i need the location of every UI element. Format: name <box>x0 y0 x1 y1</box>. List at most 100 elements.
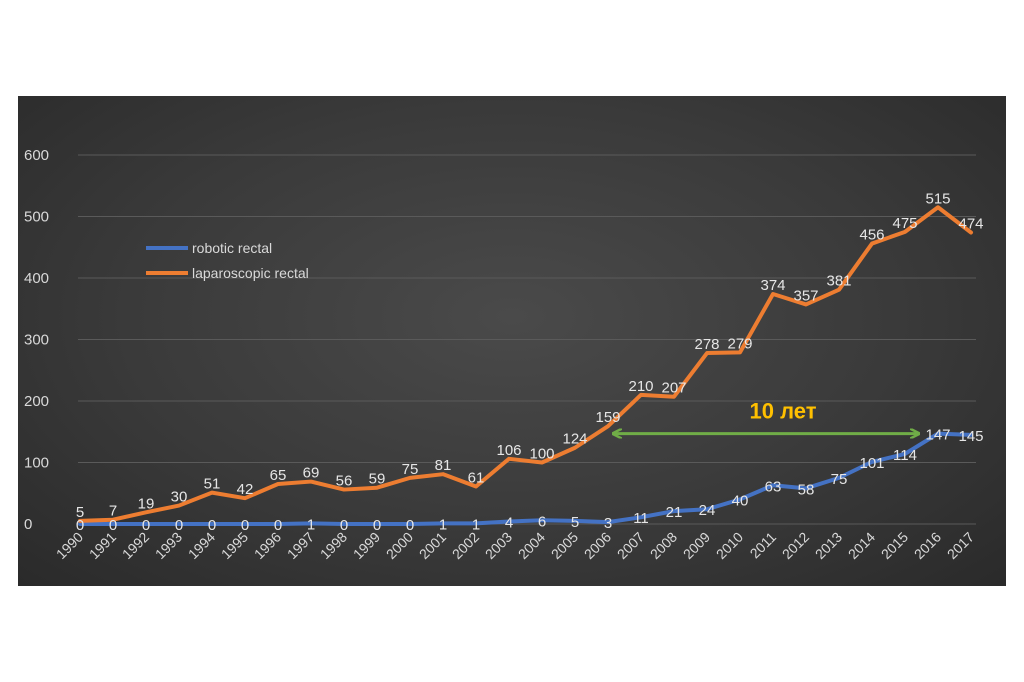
data-label: 210 <box>628 378 653 395</box>
data-point <box>210 522 214 526</box>
data-point <box>342 488 346 492</box>
data-point <box>639 393 643 397</box>
data-point <box>111 522 115 526</box>
legend-label: robotic rectal <box>192 240 272 256</box>
data-point <box>441 472 445 476</box>
data-label: 0 <box>76 517 84 534</box>
data-point <box>969 433 973 437</box>
data-label: 7 <box>109 503 117 520</box>
data-point <box>474 484 478 488</box>
data-label: 5 <box>571 514 579 531</box>
data-point <box>177 522 181 526</box>
x-tick-label: 2003 <box>482 529 515 562</box>
data-label: 0 <box>175 517 183 534</box>
data-label: 475 <box>892 215 917 232</box>
y-tick-label: 500 <box>24 209 49 226</box>
data-point <box>111 518 115 522</box>
x-tick-label: 2005 <box>548 529 581 562</box>
data-point <box>540 461 544 464</box>
x-tick-label: 2004 <box>515 529 548 562</box>
data-point <box>78 522 82 526</box>
data-label: 75 <box>831 471 848 488</box>
series-line <box>78 205 973 523</box>
data-label: 81 <box>435 457 452 474</box>
data-point <box>507 520 511 524</box>
grid-layer <box>78 154 976 525</box>
data-label: 101 <box>859 455 884 472</box>
x-tick-label: 2013 <box>812 529 845 562</box>
x-tick-label: 2009 <box>680 529 713 562</box>
x-tick-label: 2012 <box>779 529 812 562</box>
data-label: 61 <box>468 469 485 486</box>
data-label: 69 <box>303 465 320 482</box>
data-label: 114 <box>893 447 917 464</box>
data-label: 51 <box>204 476 221 493</box>
data-point <box>243 522 247 526</box>
x-tick-label: 2016 <box>911 529 944 562</box>
data-point <box>276 482 280 486</box>
data-label: 0 <box>406 517 414 534</box>
data-label: 0 <box>274 517 282 534</box>
data-label: 279 <box>727 335 752 352</box>
data-point <box>639 515 643 519</box>
data-label: 19 <box>138 495 155 512</box>
data-label: 147 <box>925 427 950 444</box>
data-label: 21 <box>666 504 683 521</box>
y-tick-label: 100 <box>24 455 49 472</box>
data-label: 515 <box>925 190 950 207</box>
data-label: 456 <box>859 227 884 244</box>
data-point <box>375 486 379 490</box>
data-label: 1 <box>472 516 480 533</box>
data-label: 63 <box>765 478 782 495</box>
data-label: 3 <box>604 515 612 532</box>
data-point <box>672 395 676 399</box>
data-point <box>474 521 478 525</box>
data-point <box>78 519 82 523</box>
data-label: 357 <box>793 287 818 304</box>
data-point <box>771 292 775 296</box>
data-label: 5 <box>76 504 84 521</box>
data-point <box>375 522 379 526</box>
data-point <box>870 242 874 246</box>
x-tick-label: 2017 <box>944 529 977 562</box>
x-tick-label: 2002 <box>449 529 482 562</box>
data-label: 75 <box>402 461 419 478</box>
data-label: 106 <box>496 442 521 459</box>
legend: robotic rectal laparoscopic rectal <box>146 240 309 281</box>
data-point <box>408 476 412 480</box>
data-point <box>969 230 973 234</box>
data-point <box>837 288 841 292</box>
data-point <box>804 302 808 306</box>
data-point <box>342 522 346 526</box>
x-tick-label: 2001 <box>416 529 449 562</box>
data-label: 0 <box>109 517 117 534</box>
data-point <box>408 522 412 526</box>
data-point <box>771 483 775 487</box>
data-label: 56 <box>336 473 353 490</box>
data-point <box>936 432 940 436</box>
data-label: 0 <box>208 517 216 534</box>
data-label: 11 <box>633 510 649 527</box>
x-tick-label: 2010 <box>713 529 746 562</box>
data-label: 381 <box>826 273 851 290</box>
data-label: 40 <box>732 492 749 509</box>
data-label: 42 <box>237 481 254 498</box>
data-label: 0 <box>340 517 348 534</box>
data-point <box>507 457 511 461</box>
x-tick-label: 2006 <box>581 529 614 562</box>
data-label: 24 <box>699 502 716 519</box>
data-point <box>210 491 214 495</box>
data-point <box>540 518 544 522</box>
data-point <box>738 497 742 501</box>
data-label: 474 <box>958 215 983 232</box>
data-label: 374 <box>760 277 785 294</box>
data-label: 4 <box>505 515 513 532</box>
data-label: 1 <box>307 516 315 533</box>
data-point <box>804 486 808 490</box>
data-label: 59 <box>369 471 386 488</box>
data-point <box>309 521 313 525</box>
data-label: 159 <box>595 409 620 426</box>
data-label: 124 <box>562 431 587 448</box>
